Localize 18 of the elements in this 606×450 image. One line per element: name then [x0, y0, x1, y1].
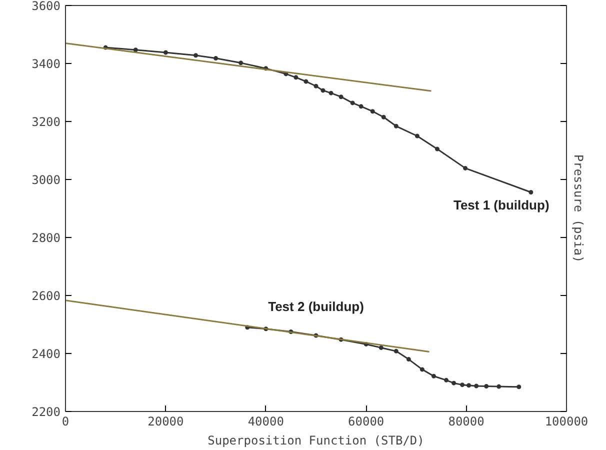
y-tick-label: 3200: [32, 115, 61, 129]
x-tick-label: 80000: [448, 414, 484, 428]
y-tick-label: 2600: [32, 289, 61, 303]
x-tick-label: 100000: [544, 414, 588, 428]
y-axis-title: Pressure (psia): [572, 154, 586, 263]
y-tick-label: 2200: [32, 405, 61, 419]
x-tick-label: 40000: [248, 414, 284, 428]
x-tick-label: 60000: [348, 414, 384, 428]
y-tick-label: 3000: [32, 173, 61, 187]
x-axis-title: Superposition Function (STB/D): [208, 434, 424, 448]
y-tick-label: 3600: [32, 0, 61, 13]
x-tick-label: 20000: [148, 414, 184, 428]
y-tick-label: 2400: [32, 347, 61, 361]
x-tick-label: 0: [62, 414, 70, 428]
annotation: Test 2 (buildup): [268, 299, 364, 314]
annotation: Test 1 (buildup): [453, 198, 550, 213]
y-tick-label: 2800: [32, 231, 61, 245]
y-tick-label: 3400: [32, 57, 61, 71]
